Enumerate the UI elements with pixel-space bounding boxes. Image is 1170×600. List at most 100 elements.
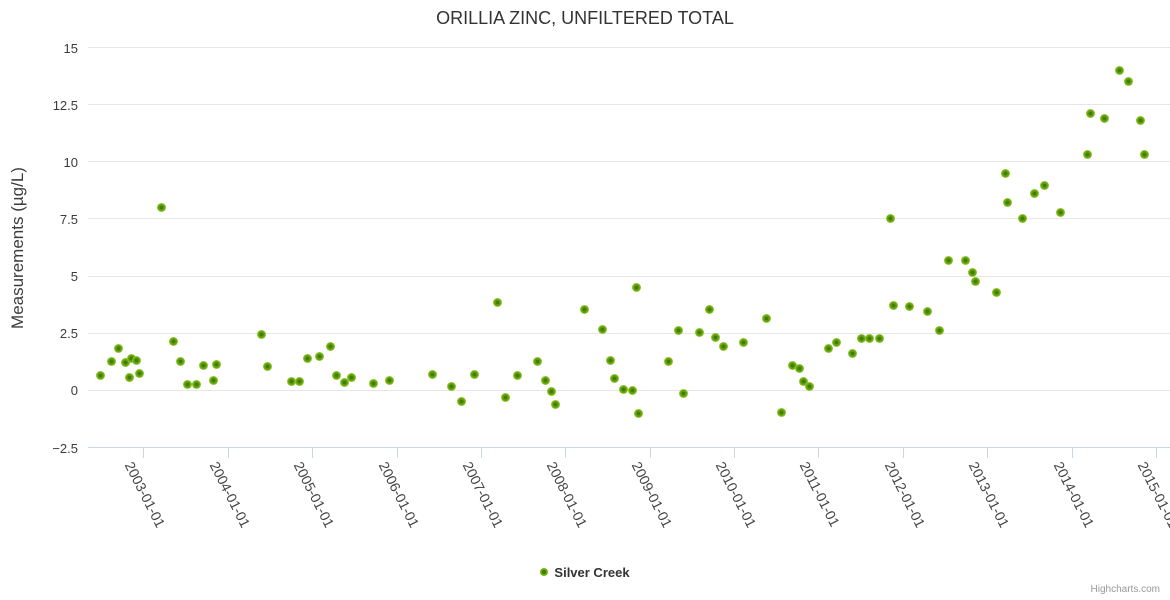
data-point[interactable] xyxy=(705,304,715,314)
data-point[interactable] xyxy=(1140,150,1150,160)
data-point[interactable] xyxy=(777,407,787,417)
data-point[interactable] xyxy=(457,397,467,407)
x-tick-label: 2015-01-01 xyxy=(1134,459,1170,531)
data-point[interactable] xyxy=(347,373,357,383)
data-point[interactable] xyxy=(761,313,771,323)
data-point[interactable] xyxy=(1001,168,1011,178)
data-point[interactable] xyxy=(212,359,222,369)
data-point[interactable] xyxy=(182,380,192,390)
data-point[interactable] xyxy=(886,214,896,224)
data-point[interactable] xyxy=(610,374,620,384)
data-point[interactable] xyxy=(631,283,641,292)
data-point[interactable] xyxy=(1135,116,1145,126)
data-point[interactable] xyxy=(540,375,550,385)
data-point[interactable] xyxy=(605,356,615,366)
data-point[interactable] xyxy=(286,376,296,386)
data-point[interactable] xyxy=(106,357,116,367)
data-point[interactable] xyxy=(314,351,324,361)
data-point[interactable] xyxy=(192,380,202,390)
data-point[interactable] xyxy=(579,304,589,314)
data-point[interactable] xyxy=(156,203,166,212)
data-point[interactable] xyxy=(1017,214,1027,224)
data-point[interactable] xyxy=(369,379,379,388)
data-point[interactable] xyxy=(944,255,954,265)
data-point[interactable] xyxy=(799,376,809,386)
data-point[interactable] xyxy=(971,277,981,287)
data-point[interactable] xyxy=(447,382,457,392)
data-point[interactable] xyxy=(992,287,1002,297)
data-point[interactable] xyxy=(294,376,304,386)
data-point[interactable] xyxy=(1056,207,1066,217)
data-point[interactable] xyxy=(126,353,136,363)
data-point[interactable] xyxy=(847,349,857,359)
data-point[interactable] xyxy=(513,371,523,380)
data-point[interactable] xyxy=(302,353,312,363)
data-point[interactable] xyxy=(96,371,106,380)
data-point[interactable] xyxy=(384,375,394,385)
data-point[interactable] xyxy=(331,371,341,380)
data-point[interactable] xyxy=(857,334,867,344)
data-point[interactable] xyxy=(935,326,945,336)
y-tick-label: 12.5 xyxy=(52,97,78,113)
data-point[interactable] xyxy=(546,387,556,396)
data-point[interactable] xyxy=(904,302,914,312)
data-point[interactable] xyxy=(739,337,749,347)
data-point[interactable] xyxy=(618,384,628,394)
data-point[interactable] xyxy=(968,268,978,278)
data-point[interactable] xyxy=(695,327,705,337)
data-point[interactable] xyxy=(1085,109,1095,119)
data-point[interactable] xyxy=(804,382,814,392)
y-gridline xyxy=(88,47,1170,48)
x-tick xyxy=(649,447,651,458)
data-point[interactable] xyxy=(673,326,683,336)
x-tick-label: 2008-01-01 xyxy=(543,459,591,531)
data-point[interactable] xyxy=(679,389,689,399)
data-point[interactable] xyxy=(175,357,185,367)
data-point[interactable] xyxy=(199,360,209,370)
data-point[interactable] xyxy=(719,342,728,352)
data-point[interactable] xyxy=(168,336,178,346)
legend-item-silver-creek[interactable]: Silver Creek xyxy=(0,563,1170,581)
highcharts-credits-link[interactable]: Highcharts.com xyxy=(1090,584,1160,595)
data-point[interactable] xyxy=(1114,65,1124,75)
data-point[interactable] xyxy=(551,399,561,409)
data-point[interactable] xyxy=(634,408,644,418)
data-point[interactable] xyxy=(875,334,885,344)
data-point[interactable] xyxy=(124,373,134,383)
data-point[interactable] xyxy=(325,342,335,352)
data-point[interactable] xyxy=(711,333,721,343)
data-point[interactable] xyxy=(824,343,834,353)
data-point[interactable] xyxy=(787,360,797,370)
data-point[interactable] xyxy=(795,364,805,374)
data-point[interactable] xyxy=(113,343,123,353)
data-point[interactable] xyxy=(1099,113,1109,123)
data-point[interactable] xyxy=(923,307,933,316)
data-point[interactable] xyxy=(339,377,349,387)
data-point[interactable] xyxy=(262,361,272,371)
data-point[interactable] xyxy=(664,357,674,367)
data-point[interactable] xyxy=(428,369,438,379)
x-tick-label: 2014-01-01 xyxy=(1050,459,1098,531)
data-point[interactable] xyxy=(1002,198,1012,208)
legend-label: Silver Creek xyxy=(554,564,630,580)
data-point[interactable] xyxy=(209,375,219,385)
data-point[interactable] xyxy=(628,385,638,395)
y-gridline xyxy=(88,332,1170,334)
data-point[interactable] xyxy=(831,337,841,347)
data-point[interactable] xyxy=(1123,77,1133,87)
data-point[interactable] xyxy=(597,325,607,335)
data-point[interactable] xyxy=(256,329,266,339)
data-point[interactable] xyxy=(501,392,511,402)
data-point[interactable] xyxy=(120,358,130,368)
data-point[interactable] xyxy=(134,368,144,378)
data-point[interactable] xyxy=(493,297,503,307)
data-point[interactable] xyxy=(865,334,875,344)
data-point[interactable] xyxy=(131,356,141,366)
data-point[interactable] xyxy=(1082,150,1092,160)
data-point[interactable] xyxy=(533,357,543,367)
data-point[interactable] xyxy=(1030,189,1040,199)
data-point[interactable] xyxy=(961,255,971,265)
data-point[interactable] xyxy=(1040,181,1050,191)
data-point[interactable] xyxy=(889,301,899,311)
data-point[interactable] xyxy=(469,369,479,379)
